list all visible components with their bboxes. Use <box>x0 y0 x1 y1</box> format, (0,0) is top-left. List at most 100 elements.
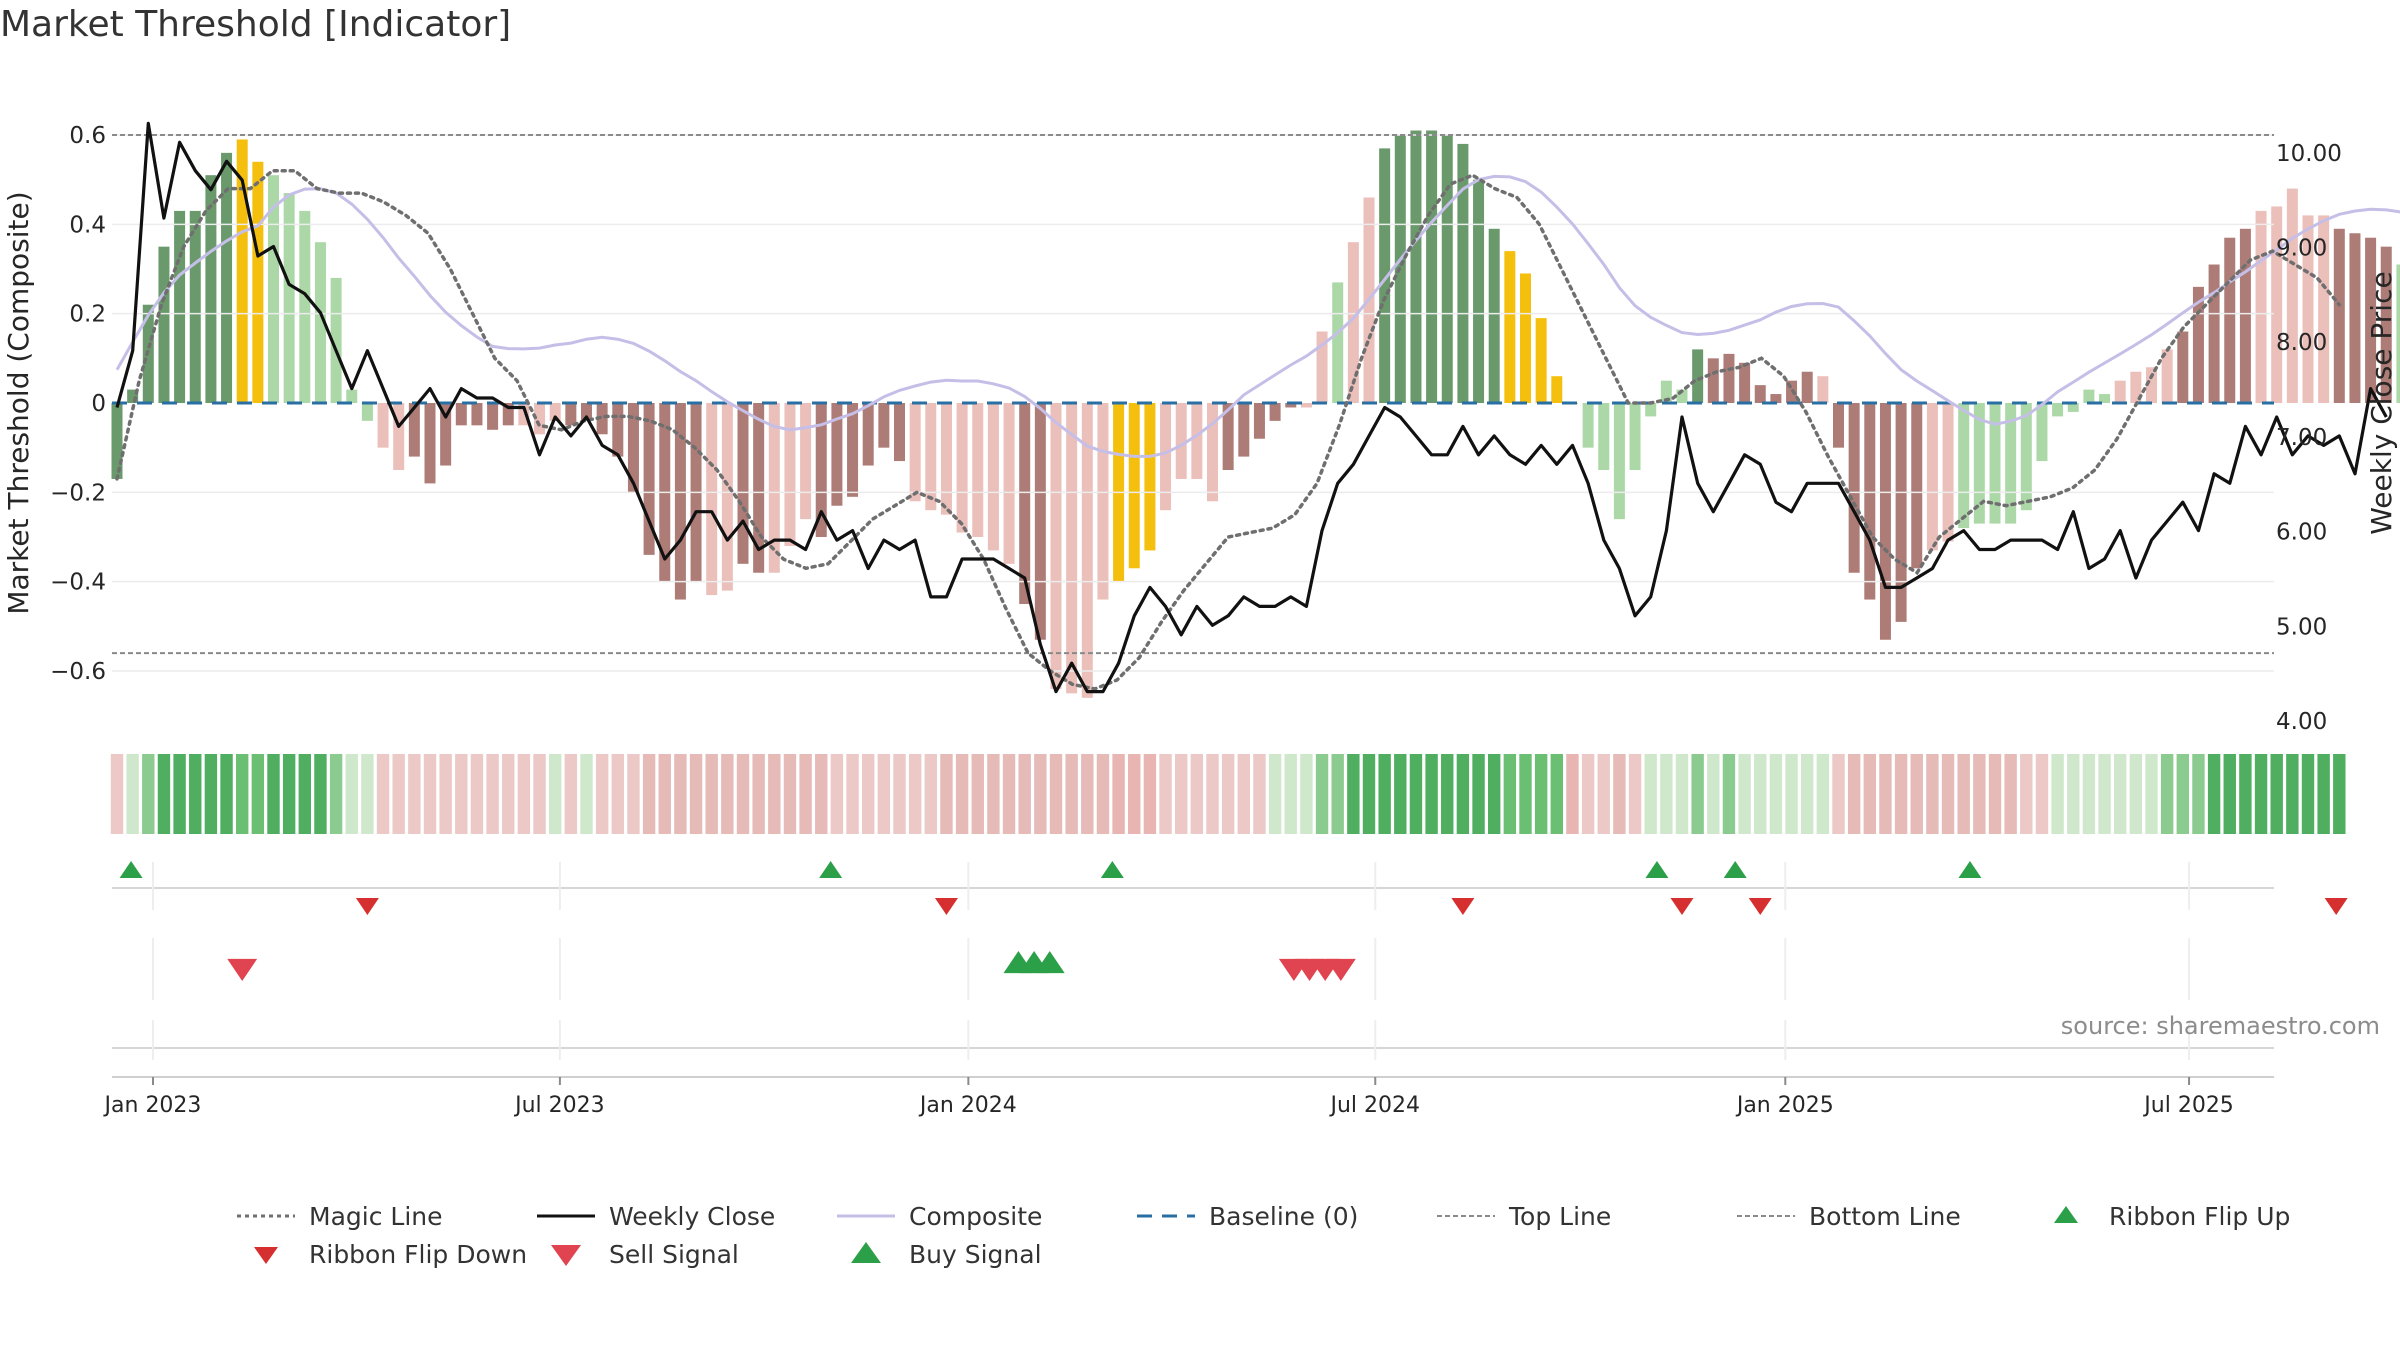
ribbon-cell <box>2270 754 2283 834</box>
x-tick-label: Jul 2023 <box>513 1093 605 1118</box>
composite-bar <box>2146 367 2157 403</box>
composite-bar <box>1864 403 1876 600</box>
y-tick-label: −0.6 <box>50 659 106 685</box>
composite-bar <box>674 403 686 600</box>
ribbon-cell <box>1315 754 1329 834</box>
ribbon-cell <box>2082 754 2096 834</box>
composite-bar <box>627 403 639 493</box>
weekly-close-swatch <box>537 1214 595 1218</box>
legend-item-sell-signal: Sell Signal <box>535 1236 739 1272</box>
composite-bar <box>1645 403 1657 417</box>
ribbon-cell <box>1722 754 1736 834</box>
legend-label: Buy Signal <box>909 1239 1042 1269</box>
y2-tick-label: 9.00 <box>2276 236 2327 262</box>
ribbon-cell <box>1206 754 1219 834</box>
ribbon-cell <box>1378 754 1391 834</box>
composite-bar <box>549 403 561 421</box>
composite-bar <box>2099 394 2111 403</box>
ribbon-cell <box>1331 754 1344 834</box>
ribbon-cell <box>1503 754 1517 834</box>
ribbon-cell <box>1863 754 1876 834</box>
composite-bar <box>1911 403 1923 569</box>
ribbon-cell <box>533 754 546 834</box>
y2-tick-label: 8.00 <box>2276 330 2327 356</box>
ribbon-flip-up-marker <box>119 861 143 878</box>
ribbon-cell <box>1973 754 1986 834</box>
legend-label: Top Line <box>1509 1201 1612 1231</box>
composite-bar <box>1473 179 1485 403</box>
ribbon-cell <box>1128 754 1141 834</box>
composite-bar <box>2396 264 2400 403</box>
composite-bar <box>455 403 467 426</box>
sell-signal-marker <box>227 958 258 981</box>
composite-bar <box>1535 318 1547 403</box>
ribbon-cell <box>595 754 609 834</box>
composite-bar <box>111 403 123 479</box>
buy-signal-marker <box>1034 951 1065 974</box>
ribbon-flip-up-marker <box>1958 861 1982 878</box>
ribbon-cell <box>1816 754 1830 834</box>
composite-bar <box>1160 403 1172 511</box>
sell-signal-marker <box>1325 958 1356 981</box>
ribbon-cell <box>2317 754 2330 834</box>
ribbon-cell <box>721 754 734 834</box>
ribbon-cell <box>1159 754 1172 834</box>
ribbon-cell <box>580 754 593 834</box>
ribbon-cell <box>126 754 139 834</box>
y-tick-label: 0.2 <box>69 302 106 328</box>
ribbon-cell <box>1284 754 1297 834</box>
composite-line <box>115 174 2400 458</box>
ribbon-cell <box>1002 754 1016 834</box>
ribbon-cell <box>611 754 624 834</box>
ribbon-cell <box>627 754 640 834</box>
legend-item-composite: Composite <box>835 1198 1042 1234</box>
ribbon-cell <box>1456 754 1470 834</box>
y2-tick-label: 10.00 <box>2276 141 2342 167</box>
composite-bar <box>2271 206 2283 403</box>
ribbon-cell <box>236 754 249 834</box>
ribbon-cell <box>2051 754 2064 834</box>
ribbon-cell <box>486 754 499 834</box>
ribbon-cell <box>1112 754 1125 834</box>
composite-bar <box>1676 389 1688 403</box>
composite-bar <box>1551 376 1563 403</box>
legend-label: Sell Signal <box>609 1239 739 1269</box>
composite-bar <box>2239 228 2251 403</box>
ribbon-cell <box>1628 754 1642 834</box>
ribbon-cell <box>1221 754 1235 834</box>
composite-bar <box>1629 403 1641 471</box>
x-tick-label: Jan 2024 <box>918 1093 1017 1118</box>
composite-bar <box>1441 134 1453 404</box>
ribbon-cell <box>2145 754 2158 834</box>
ribbon-cell <box>940 754 953 834</box>
composite-bar <box>2052 403 2064 417</box>
ribbon-cell <box>2098 754 2111 834</box>
ribbon-cell <box>267 754 280 834</box>
composite-bar <box>1598 403 1610 471</box>
ribbon-cell <box>1675 754 1689 834</box>
composite-bar <box>1520 273 1531 403</box>
x-tick-label: Jul 2025 <box>2142 1093 2234 1118</box>
ribbon-cell <box>1143 754 1157 834</box>
composite-bar <box>1817 376 1829 403</box>
composite-bar <box>268 175 279 403</box>
composite-bar <box>847 403 859 497</box>
composite-bar <box>408 403 420 457</box>
ribbon-cell <box>2207 754 2221 834</box>
composite-bar <box>2286 188 2298 403</box>
y2-axis-title: Weekly Close Price <box>2365 271 2398 534</box>
composite-bar <box>221 152 233 403</box>
composite-bar <box>1050 403 1062 689</box>
ribbon-cell <box>189 754 202 834</box>
ribbon-cell <box>2192 754 2205 834</box>
ribbon-cell <box>423 754 437 834</box>
composite-bar <box>596 403 608 435</box>
composite-bar <box>330 277 342 403</box>
buy-triangle-icon <box>851 1242 881 1263</box>
composite-bar <box>1973 403 1985 524</box>
composite-bar <box>2255 210 2267 403</box>
ribbon-flip-down-marker <box>934 898 958 915</box>
ribbon-flip-up-marker <box>1723 861 1747 878</box>
composite-bar <box>1926 403 1938 551</box>
